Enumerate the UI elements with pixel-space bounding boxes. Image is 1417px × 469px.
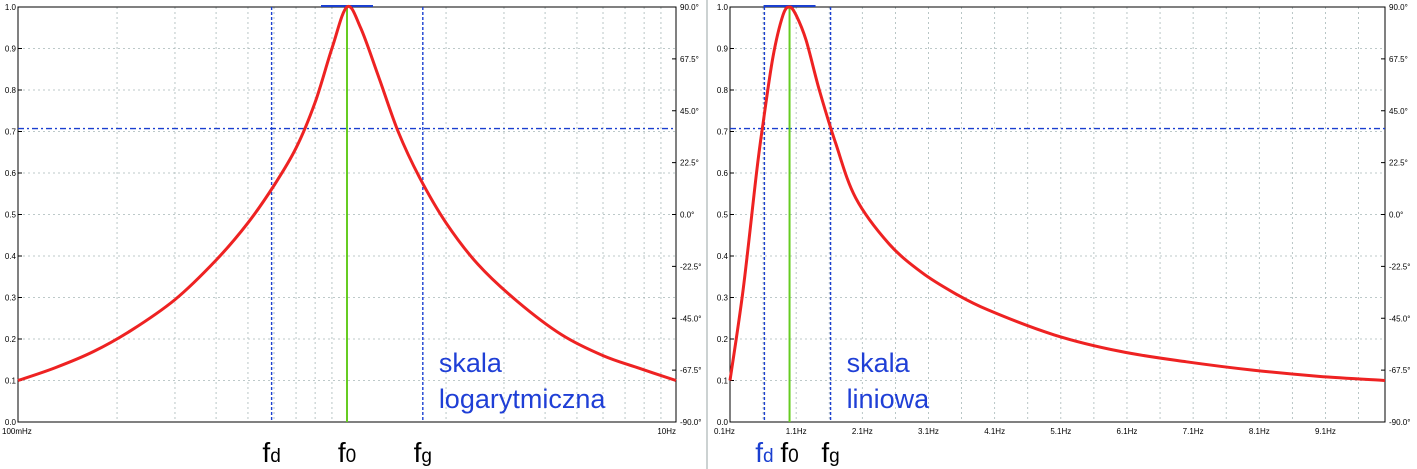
y2-tick-label: 45.0° [1389,107,1408,116]
y-tick-label: 0.8 [717,86,729,95]
fg-label: fg [414,437,432,468]
x-tick-label: 100mHz [2,427,32,436]
y2-tick-label: 67.5° [680,55,699,64]
x-tick-label: 5.1Hz [1050,427,1071,436]
y-tick-label: 1.0 [717,3,729,12]
y2-tick-label: -45.0° [1389,314,1410,323]
chart-2: 0.0 0.1 0.2 0.3 0.4 0.5 0.6 0.7 0.8 0.9 1.0 -90.0° -… [714,3,1410,468]
y-tick-label: 0.2 [717,335,729,344]
f0-label-main: f [338,437,346,468]
y2-tick-label: -67.5° [680,366,701,375]
f0-label: f0 [780,437,798,468]
x-tick-label: 8.1Hz [1249,427,1270,436]
fg-label-sub: g [421,446,432,467]
y2-tick-label: -90.0° [1389,418,1410,427]
f0-label-sub: 0 [346,446,357,467]
y-tick-label: 0.0 [717,418,729,427]
scale-annotation-line: logarytmiczna [439,384,607,414]
x-tick-label: 1.1Hz [786,427,807,436]
y-tick-label: 0.5 [5,211,17,220]
y-tick-label: 0.0 [5,418,17,427]
y2-tick-label: -90.0° [680,418,701,427]
fd-label-main: f [262,437,270,468]
fd-label-sub: d [270,446,281,467]
y-tick-label: 0.7 [717,128,729,137]
y-tick-label: 0.9 [717,45,729,54]
x-tick-label: 6.1Hz [1117,427,1138,436]
y-tick-label: 0.9 [5,45,17,54]
x-tick-label: 9.1Hz [1315,427,1336,436]
y-tick-label: 0.2 [5,335,17,344]
y2-tick-label: -22.5° [1389,262,1410,271]
fd-label-main: f [755,437,763,468]
y2-tick-label: 0.0° [1389,211,1403,220]
f0-label-main: f [780,437,788,468]
x-tick-label: 2.1Hz [852,427,873,436]
y2-tick-label: -45.0° [680,314,701,323]
y2-tick-label: 22.5° [1389,159,1408,168]
scale-annotation-line: skala [439,348,503,378]
y-tick-label: 0.6 [717,169,729,178]
fg-label: fg [821,437,839,468]
y2-tick-label: -67.5° [1389,366,1410,375]
y-tick-label: 0.1 [5,377,17,386]
y-tick-label: 0.1 [717,377,729,386]
y-tick-label: 0.8 [5,86,17,95]
y2-tick-label: -22.5° [680,262,701,271]
y2-tick-label: 90.0° [1389,3,1408,12]
y-tick-label: 0.6 [5,169,17,178]
f0-label-sub: 0 [788,446,799,467]
fg-label-main: f [821,437,829,468]
y-tick-label: 0.4 [717,252,729,261]
scale-annotation-line: skala [847,348,911,378]
y-tick-label: 1.0 [5,3,17,12]
x-tick-label: 10Hz [657,427,676,436]
y2-tick-label: 22.5° [680,159,699,168]
x-tick-label: 3.1Hz [918,427,939,436]
y-tick-label: 0.4 [5,252,17,261]
x-tick-label: 4.1Hz [984,427,1005,436]
chart-1: 0.0 0.1 0.2 0.3 0.4 0.5 0.6 0.7 0.8 0.9 1.0 -90.0° -… [2,3,701,468]
y2-tick-label: 90.0° [680,3,699,12]
y2-tick-label: 45.0° [680,107,699,116]
y-tick-label: 0.5 [717,211,729,220]
fg-label-main: f [414,437,422,468]
f0-label: f0 [338,437,356,468]
y2-tick-label: 67.5° [1389,55,1408,64]
y2-tick-label: 0.0° [680,211,694,220]
fg-label-sub: g [829,446,840,467]
y-tick-label: 0.3 [717,294,729,303]
x-tick-label: 0.1Hz [714,427,735,436]
y-tick-label: 0.7 [5,128,17,137]
response-curve [17,4,677,382]
fd-label: fd [262,437,280,468]
y-tick-label: 0.3 [5,294,17,303]
response-curve [728,5,1386,382]
scale-annotation-line: liniowa [847,384,931,414]
fd-label: fd [755,437,773,468]
fd-label-sub: d [763,446,774,467]
x-tick-label: 7.1Hz [1183,427,1204,436]
